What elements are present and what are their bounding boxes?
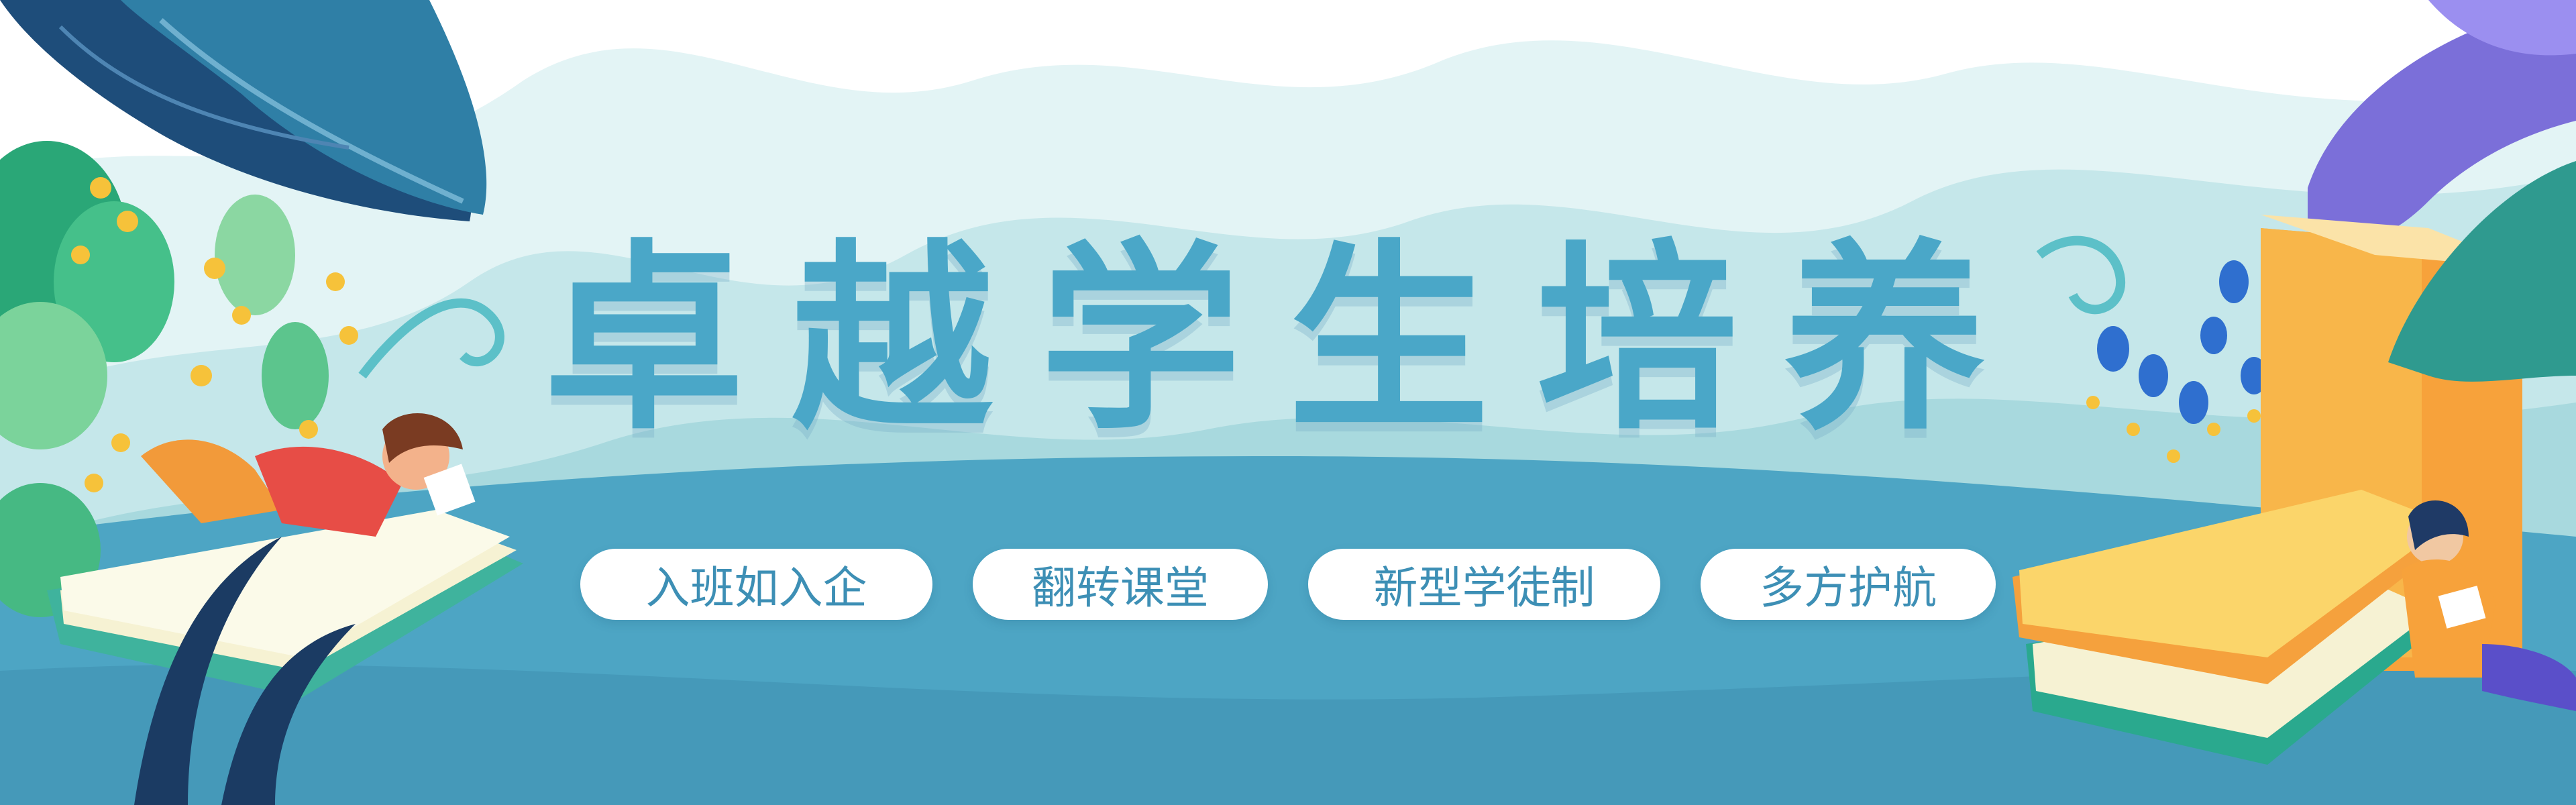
dark-grass — [221, 624, 356, 805]
blue-leaves — [2097, 260, 2267, 424]
reading-person-left — [141, 413, 476, 537]
feature-tag-apprenticeship: 新型学徒制 — [1308, 549, 1660, 620]
stack-book-top-pages — [2019, 490, 2449, 657]
feature-tags: 入班如入企 翻转课堂 新型学徒制 多方护航 — [0, 549, 2576, 623]
left-book-top — [60, 510, 510, 657]
green-leaf-right — [2388, 161, 2576, 382]
reading-person-right — [2402, 500, 2576, 711]
feature-tag-multi-support: 多方护航 — [1701, 549, 1996, 620]
big-leaf-blue — [121, 0, 487, 215]
leaf-vein — [159, 18, 464, 204]
vine-swirl — [358, 298, 504, 379]
yellow-berries — [71, 177, 358, 492]
yellow-buds — [2086, 396, 2261, 463]
right-vine — [2036, 235, 2126, 315]
feature-tag-flipped-classroom: 翻转课堂 — [973, 549, 1268, 620]
green-leaf — [215, 195, 295, 315]
green-leaf — [0, 302, 107, 449]
purple-ribbon — [2308, 0, 2576, 241]
leaf-vein-2 — [58, 25, 350, 150]
green-leaf — [262, 322, 329, 429]
feature-tag-enterprise-class: 入班如入企 — [580, 549, 932, 620]
banner-headline: 卓越学生培养 — [543, 223, 2033, 457]
purple-ribbon-light — [2428, 0, 2576, 56]
dark-grass — [134, 537, 282, 805]
ground-wave-shadow — [0, 664, 2576, 805]
